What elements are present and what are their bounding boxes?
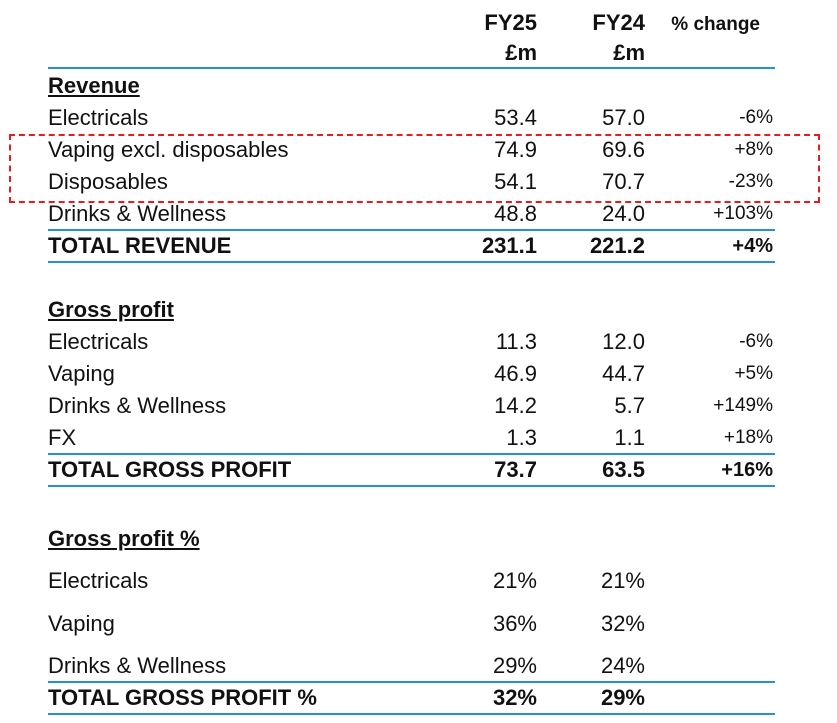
row-divider	[48, 229, 775, 231]
fy24-header-unit: £m	[613, 40, 645, 65]
fy25-header-unit: £m	[505, 40, 537, 65]
row-fy24: 44.7	[602, 361, 645, 386]
fy25-header-year: FY25	[484, 10, 537, 35]
row-fy25: 36%	[492, 611, 537, 636]
row-label: Vaping	[48, 361, 115, 386]
row-change: +103%	[713, 203, 773, 224]
row-change: -23%	[728, 171, 773, 192]
row-divider	[48, 261, 775, 263]
row-fy25: 48.8	[494, 201, 537, 226]
row-label: Electricals	[48, 568, 149, 593]
row-change: +16%	[721, 459, 773, 481]
row-fy25: 32%	[492, 685, 537, 710]
row-label: Vaping	[48, 611, 115, 636]
row-fy25: 14.2	[494, 393, 537, 418]
gross-profit-pct-section-title: Gross profit %	[48, 526, 200, 551]
table-row: Vaping excl. disposables 74.9 69.6 +8%	[48, 134, 775, 166]
change-header: % change	[671, 14, 760, 35]
table-row: FX 1.3 1.1 +18%	[48, 422, 775, 454]
row-label: TOTAL GROSS PROFIT	[48, 457, 292, 482]
row-fy25: 21%	[492, 568, 537, 593]
table-row: Electricals 11.3 12.0 -6%	[48, 326, 775, 358]
row-label: Drinks & Wellness	[48, 201, 227, 226]
row-fy25: 73.7	[494, 457, 537, 482]
row-change: -6%	[739, 331, 773, 352]
header-rule	[48, 67, 775, 69]
row-label: Electricals	[48, 329, 149, 354]
table-row: Drinks & Wellness 48.8 24.0 +103%	[48, 198, 775, 230]
table-row: Drinks & Wellness 14.2 5.7 +149%	[48, 390, 775, 422]
row-fy25: 29%	[492, 653, 537, 678]
row-change: +4%	[732, 235, 773, 257]
row-fy25: 231.1	[481, 233, 537, 258]
row-fy24: 24.0	[602, 201, 645, 226]
row-fy24: 63.5	[602, 457, 645, 482]
row-change: +5%	[734, 363, 773, 384]
table-row: Vaping 36% 32%	[48, 608, 775, 640]
row-fy24: 221.2	[589, 233, 645, 258]
row-fy24: 24%	[600, 653, 645, 678]
table-row: Electricals 21% 21%	[48, 565, 775, 597]
row-fy24: 21%	[600, 568, 645, 593]
row-fy25: 74.9	[494, 137, 537, 162]
table-row: Drinks & Wellness 29% 24%	[48, 650, 775, 682]
row-label: Disposables	[48, 169, 168, 194]
row-change: +8%	[734, 139, 773, 160]
total-gross-profit-row: TOTAL GROSS PROFIT 73.7 63.5 +16%	[48, 454, 775, 486]
total-gross-profit-pct-row: TOTAL GROSS PROFIT % 32% 29%	[48, 682, 775, 714]
row-divider	[48, 453, 775, 455]
row-label: Drinks & Wellness	[48, 653, 227, 678]
fy25-header: FY25 £m	[484, 8, 537, 68]
row-fy24: 32%	[600, 611, 645, 636]
total-revenue-row: TOTAL REVENUE 231.1 221.2 +4%	[48, 230, 775, 262]
row-label: TOTAL GROSS PROFIT %	[48, 685, 317, 710]
row-label: Drinks & Wellness	[48, 393, 227, 418]
row-label: Vaping excl. disposables	[48, 137, 289, 162]
row-fy24: 70.7	[602, 169, 645, 194]
row-fy24: 1.1	[614, 425, 645, 450]
row-fy25: 53.4	[494, 105, 537, 130]
row-divider	[48, 681, 775, 683]
row-change: +149%	[713, 395, 773, 416]
row-fy24: 57.0	[602, 105, 645, 130]
row-change: +18%	[723, 427, 773, 448]
table-row: Disposables 54.1 70.7 -23%	[48, 166, 775, 198]
row-fy25: 11.3	[495, 329, 537, 354]
row-fy25: 1.3	[506, 425, 537, 450]
row-label: Electricals	[48, 105, 149, 130]
disposables-highlight-box	[9, 134, 820, 203]
table-row: Electricals 53.4 57.0 -6%	[48, 102, 775, 134]
gross-profit-section-title: Gross profit	[48, 297, 174, 322]
row-label: TOTAL REVENUE	[48, 233, 232, 258]
row-fy24: 5.7	[614, 393, 645, 418]
revenue-section-title: Revenue	[48, 73, 140, 98]
table-row: Vaping 46.9 44.7 +5%	[48, 358, 775, 390]
row-fy25: 54.1	[494, 169, 537, 194]
row-fy24: 12.0	[602, 329, 645, 354]
row-divider	[48, 485, 775, 487]
row-label: FX	[48, 425, 77, 450]
row-fy24: 69.6	[602, 137, 645, 162]
fy24-header-year: FY24	[592, 10, 645, 35]
row-change: -6%	[739, 107, 773, 128]
row-divider	[48, 713, 775, 715]
row-fy24: 29%	[600, 685, 645, 710]
row-fy25: 46.9	[494, 361, 537, 386]
fy24-header: FY24 £m	[592, 8, 645, 68]
